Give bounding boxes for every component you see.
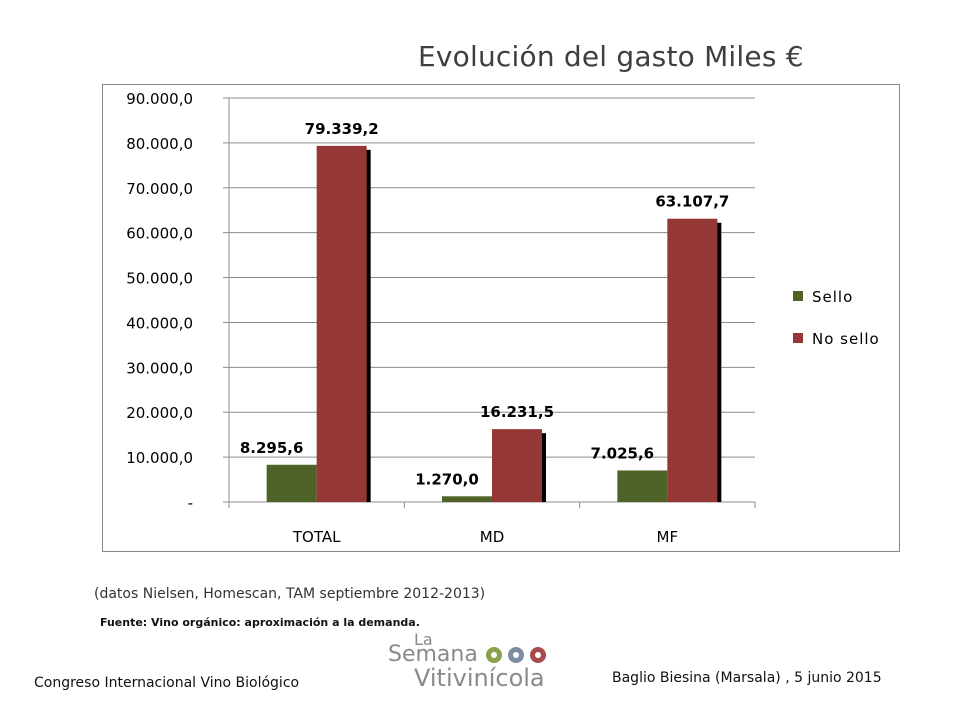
bar-sello-total xyxy=(266,464,317,502)
legend-label-no-sello: No sello xyxy=(812,330,880,348)
x-tick-label-total: TOTAL xyxy=(292,528,341,546)
y-tick-label-2: 20.000,0 xyxy=(126,404,193,422)
y-tick-label-7: 70.000,0 xyxy=(126,180,193,198)
logo-text-semana: Semana xyxy=(388,642,478,667)
data-label-sello-mf: 7.025,6 xyxy=(591,444,655,462)
x-tick-label-md: MD xyxy=(480,528,505,546)
semana-vitivinicola-logo: La Semana Vitivinícola xyxy=(388,630,568,694)
source-citation: Fuente: Vino orgánico: aproximación a la… xyxy=(100,616,420,629)
logo-emblems-icon xyxy=(486,647,546,663)
y-tick-label-5: 50.000,0 xyxy=(126,270,193,288)
y-tick-label-6: 60.000,0 xyxy=(126,225,193,243)
logo-text-vitivinicola: Vitivinícola xyxy=(414,664,545,692)
footer-location-date: Baglio Biesina (Marsala) , 5 junio 2015 xyxy=(612,670,882,686)
data-label-no-sello-total: 79.339,2 xyxy=(305,120,379,138)
bar-sello-mf xyxy=(617,470,668,502)
data-source-note: (datos Nielsen, Homescan, TAM septiembre… xyxy=(94,586,486,602)
y-tick-label-1: 10.000,0 xyxy=(126,449,193,467)
bar-no-sello-total xyxy=(316,145,367,502)
data-label-no-sello-mf: 63.107,7 xyxy=(655,193,729,211)
data-label-sello-total: 8.295,6 xyxy=(240,439,304,457)
y-tick-label-8: 80.000,0 xyxy=(126,135,193,153)
logo-text-la: La xyxy=(414,630,433,649)
data-label-no-sello-md: 16.231,5 xyxy=(480,403,554,421)
y-tick-label-3: 30.000,0 xyxy=(126,359,193,377)
data-label-sello-md: 1.270,0 xyxy=(415,470,479,488)
chart-frame: - 10.000,0 20.000,0 30.000,0 40.000,0 50.000,… xyxy=(102,84,900,552)
y-tick-label-4: 40.000,0 xyxy=(126,314,193,332)
y-tick-label-0: - xyxy=(188,494,193,512)
legend-swatch-no-sello xyxy=(793,333,803,343)
y-tick-label-9: 90.000,0 xyxy=(126,90,193,108)
bar-no-sello-md xyxy=(492,429,542,502)
footer-congress: Congreso Internacional Vino Biológico xyxy=(34,675,300,691)
x-tick-label-mf: MF xyxy=(657,528,679,546)
bar-no-sello-mf xyxy=(667,218,718,502)
chart-title: Evolución del gasto Miles € xyxy=(418,40,804,73)
bar-sello-md xyxy=(442,496,492,502)
legend-swatch-sello xyxy=(793,291,803,301)
bar-chart: - 10.000,0 20.000,0 30.000,0 40.000,0 50.000,… xyxy=(126,90,880,546)
legend-label-sello: Sello xyxy=(812,288,853,306)
